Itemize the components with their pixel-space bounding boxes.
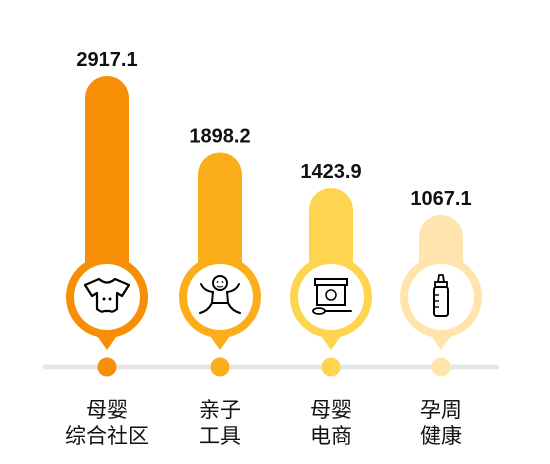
category-label: 亲子 工具 (199, 398, 241, 448)
value-label: 1423.9 (300, 161, 361, 183)
bar (85, 76, 129, 295)
value-label: 2917.1 (76, 49, 137, 71)
baseline-dot (321, 357, 341, 377)
category-label: 母婴 综合社区 (65, 398, 149, 448)
icon-ring-inner (298, 264, 364, 330)
baseline-dot (97, 357, 117, 377)
bar-group-1: 2917.1 (66, 49, 148, 377)
baseline-dot (210, 357, 230, 377)
baby-bottle-icon (433, 274, 449, 317)
bar-group-4: 1067.1 (400, 188, 482, 377)
category-label: 母婴 电商 (310, 398, 352, 448)
bar-group-3: 1423.9 (290, 161, 372, 377)
bar-group-2: 1898.2 (179, 125, 261, 377)
baby-figure-icon (199, 275, 241, 314)
baby-onesie-icon (83, 277, 131, 313)
baseline-dot (431, 357, 451, 377)
icon-ring-inner (74, 264, 140, 330)
icon-ring-inner (187, 264, 253, 330)
icon-ring-inner (408, 264, 474, 330)
value-label: 1067.1 (410, 188, 471, 210)
value-label: 1898.2 (189, 125, 250, 147)
category-label: 孕周 健康 (420, 398, 462, 448)
food-container-spoon-icon (312, 278, 352, 315)
